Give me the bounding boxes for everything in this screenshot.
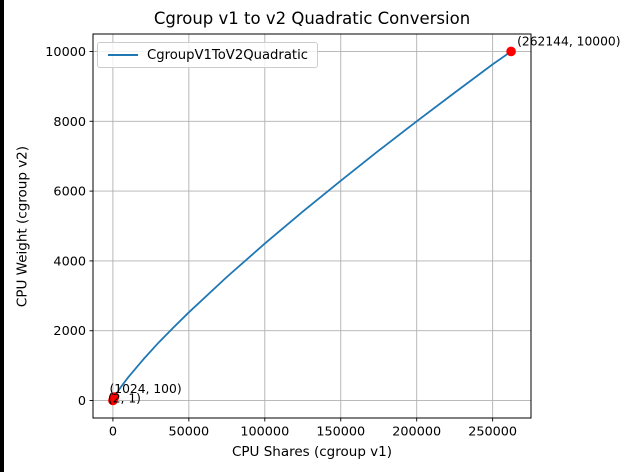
- x-tick-label: 250000: [468, 425, 517, 440]
- y-tick-label: 8000: [53, 115, 86, 130]
- window-edge: [0, 0, 4, 472]
- data-point-marker: [109, 392, 120, 402]
- x-tick-label: 50000: [168, 425, 209, 440]
- point-annotation: (2, 1): [108, 392, 141, 406]
- x-tick-label: 150000: [316, 425, 365, 440]
- x-tick-label: 0: [109, 425, 117, 440]
- legend: CgroupV1ToV2Quadratic: [97, 42, 318, 68]
- y-axis-label: CPU Weight (cgroup v2): [14, 145, 31, 308]
- y-tick-label: 2000: [53, 324, 86, 339]
- x-tick-label: 200000: [392, 425, 441, 440]
- data-point-marker: [506, 46, 516, 57]
- y-tick-label: 0: [78, 394, 86, 409]
- x-axis-label: CPU Shares (cgroup v1): [231, 444, 393, 460]
- legend-line-swatch: [108, 53, 138, 57]
- legend-entry-label: CgroupV1ToV2Quadratic: [147, 47, 308, 63]
- axes-spine: [92, 33, 532, 419]
- point-annotation: (1024, 100): [109, 382, 181, 396]
- y-tick-label: 6000: [53, 185, 86, 200]
- y-tick-label: 4000: [53, 254, 86, 269]
- curve-line: [112, 50, 513, 402]
- point-annotation: (262144, 10000): [517, 34, 620, 48]
- y-tick-label: 10000: [45, 45, 86, 60]
- chart-title: Cgroup v1 to v2 Quadratic Conversion: [153, 9, 471, 28]
- x-tick-label: 100000: [240, 425, 289, 440]
